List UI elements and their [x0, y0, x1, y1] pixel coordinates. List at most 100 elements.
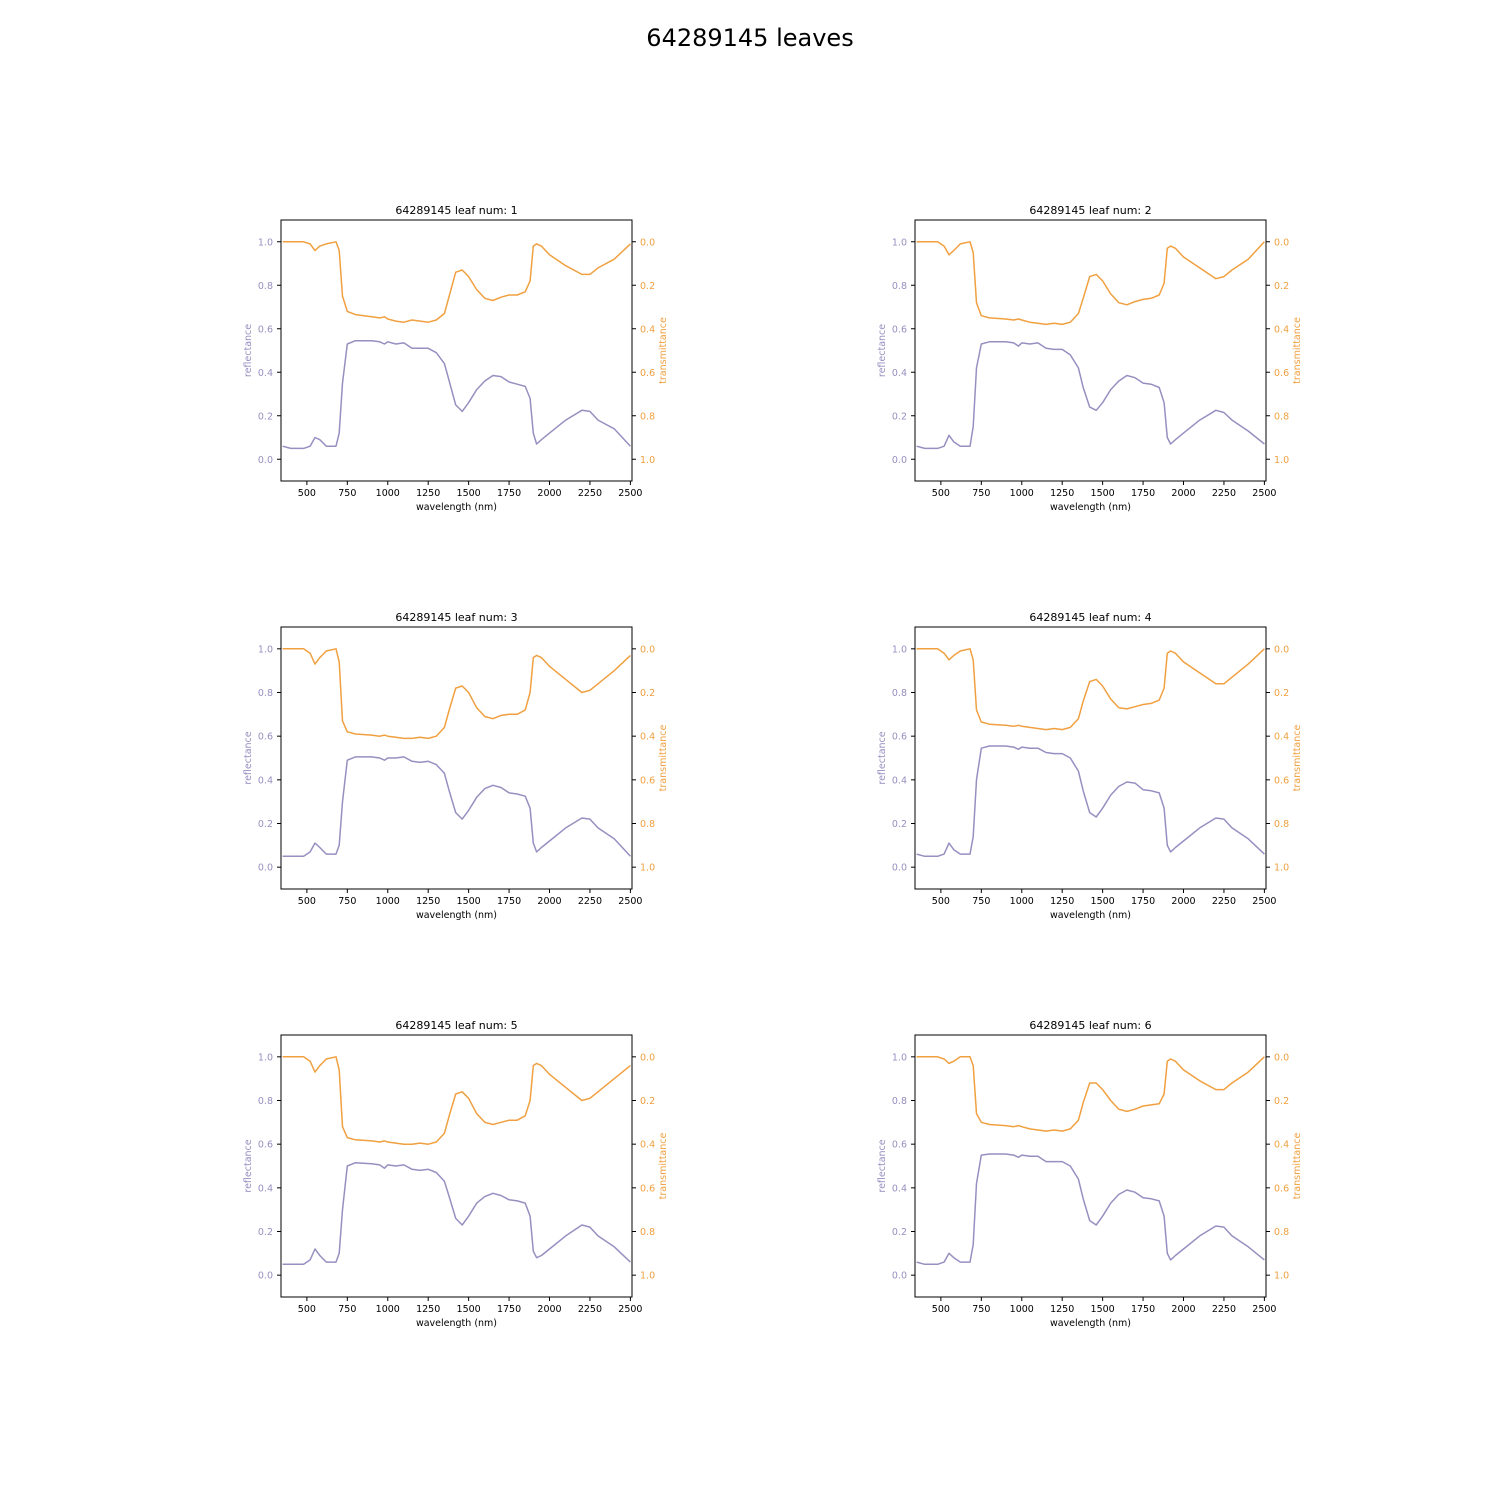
y2-tick-label: 0.2: [1274, 1096, 1289, 1107]
x-tick-label: 2000: [1171, 896, 1195, 907]
y2-tick-label: 1.0: [640, 455, 655, 466]
y-tick-label: 0.6: [258, 1140, 273, 1151]
y-axis-label: reflectance: [243, 731, 254, 784]
y2-tick-label: 0.0: [640, 1052, 655, 1063]
y-tick-label: 0.6: [892, 732, 907, 743]
reflectance-line: [916, 745, 1265, 858]
x-tick-label: 750: [338, 896, 356, 907]
y-tick-label: 1.0: [892, 237, 907, 248]
y2-tick-label: 0.4: [640, 1140, 655, 1151]
y-tick-label: 0.8: [892, 688, 907, 699]
plot-frame: [280, 219, 633, 482]
x-tick-label: 1000: [376, 488, 400, 499]
y-tick-label: 0.0: [258, 1271, 273, 1282]
x-tick-label: 1500: [457, 1304, 481, 1315]
y-tick-label: 0.4: [258, 368, 273, 379]
y-axis-label: reflectance: [877, 324, 888, 377]
plot-frame: [280, 626, 633, 890]
y2-tick-label: 0.4: [640, 732, 655, 743]
x-tick-label: 1250: [1050, 1304, 1074, 1315]
x-tick-label: 1500: [1091, 1304, 1115, 1315]
x-tick-label: 750: [338, 488, 356, 499]
y-tick-label: 0.2: [892, 411, 907, 422]
y2-tick-label: 0.6: [640, 368, 655, 379]
y-tick-label: 0.4: [258, 775, 273, 786]
x-tick-label: 1500: [457, 488, 481, 499]
chart-panel-4: 64289145 leaf num: 4 500 750 1000 1250 1500 17…: [877, 611, 1303, 921]
x-tick-label: 750: [972, 488, 990, 499]
y-tick-label: 0.0: [892, 1271, 907, 1282]
x-tick-label: 2000: [537, 896, 561, 907]
x-tick-label: 1750: [1131, 896, 1155, 907]
chart-panel-3: 64289145 leaf num: 3 500 750 1000 1250 1500 17…: [243, 611, 669, 921]
x-tick-label: 1000: [1010, 488, 1034, 499]
y-tick-label: 0.8: [258, 688, 273, 699]
chart-title: 64289145 leaf num: 4: [1029, 611, 1151, 624]
y-tick-label: 0.8: [258, 1096, 273, 1107]
y2-tick-label: 0.8: [640, 819, 655, 830]
y-tick-label: 0.8: [892, 281, 907, 292]
y2-tick-label: 0.2: [640, 688, 655, 699]
x-tick-label: 1750: [1131, 1304, 1155, 1315]
y2-axis-label: transmittance: [658, 1133, 669, 1200]
y2-tick-label: 0.6: [640, 1183, 655, 1194]
y-tick-label: 1.0: [892, 1052, 907, 1063]
x-tick-label: 2000: [537, 488, 561, 499]
y2-axis-label: transmittance: [658, 725, 669, 792]
y-tick-label: 0.4: [258, 1183, 273, 1194]
y2-tick-label: 0.0: [1274, 644, 1289, 655]
x-tick-label: 1000: [376, 896, 400, 907]
x-axis-label: wavelength (nm): [416, 502, 497, 513]
x-tick-label: 2000: [1171, 488, 1195, 499]
x-tick-label: 750: [972, 896, 990, 907]
x-tick-label: 2250: [1212, 896, 1236, 907]
x-tick-label: 2000: [537, 1304, 561, 1315]
y-tick-label: 0.6: [258, 324, 273, 335]
x-tick-label: 1500: [1091, 896, 1115, 907]
transmittance-line: [282, 241, 631, 323]
chart-panel-2: 64289145 leaf num: 2 500 750 1000 1250 1500 17…: [877, 204, 1303, 513]
figure-title: 64289145 leaves: [646, 24, 854, 52]
x-tick-label: 1000: [1010, 896, 1034, 907]
y2-tick-label: 0.4: [1274, 324, 1289, 335]
chart-panel-6: 64289145 leaf num: 6 500 750 1000 1250 1500 17…: [877, 1019, 1303, 1329]
y-tick-label: 0.6: [258, 732, 273, 743]
chart-title: 64289145 leaf num: 5: [395, 1019, 517, 1032]
transmittance-line: [916, 241, 1265, 326]
x-axis-label: wavelength (nm): [1050, 502, 1131, 513]
y-tick-label: 1.0: [258, 1052, 273, 1063]
y2-tick-label: 0.6: [1274, 775, 1289, 786]
y2-tick-label: 0.2: [640, 281, 655, 292]
reflectance-line: [282, 1161, 631, 1266]
y-tick-label: 0.6: [892, 324, 907, 335]
x-tick-label: 1250: [416, 488, 440, 499]
y-tick-label: 0.0: [892, 863, 907, 874]
y2-tick-label: 0.8: [640, 411, 655, 422]
x-tick-label: 2500: [1252, 896, 1276, 907]
x-tick-label: 2500: [1252, 488, 1276, 499]
reflectance-line: [916, 1153, 1265, 1266]
y-tick-label: 0.4: [892, 1183, 907, 1194]
x-tick-label: 500: [298, 488, 316, 499]
y2-axis-label: transmittance: [658, 317, 669, 384]
x-tick-label: 2250: [578, 896, 602, 907]
reflectance-line: [282, 339, 631, 450]
chart-panel-1: 64289145 leaf num: 1 500 750 1000 1250 1500 17…: [243, 204, 669, 513]
y2-tick-label: 1.0: [1274, 1271, 1289, 1282]
y2-tick-label: 0.4: [640, 324, 655, 335]
y-tick-label: 0.2: [892, 819, 907, 830]
y2-axis-label: transmittance: [1292, 1133, 1303, 1200]
y-tick-label: 0.4: [892, 368, 907, 379]
y2-tick-label: 0.0: [640, 644, 655, 655]
y-tick-label: 1.0: [892, 644, 907, 655]
y2-tick-label: 0.2: [1274, 688, 1289, 699]
y-tick-label: 0.4: [892, 775, 907, 786]
plot-frame: [280, 1034, 633, 1298]
y2-tick-label: 0.6: [1274, 1183, 1289, 1194]
chart-panel-5: 64289145 leaf num: 5 500 750 1000 1250 1500 17…: [243, 1019, 669, 1329]
y2-tick-label: 0.8: [1274, 1227, 1289, 1238]
x-tick-label: 500: [932, 488, 950, 499]
y-axis-label: reflectance: [877, 1139, 888, 1192]
x-axis-label: wavelength (nm): [1050, 1318, 1131, 1329]
